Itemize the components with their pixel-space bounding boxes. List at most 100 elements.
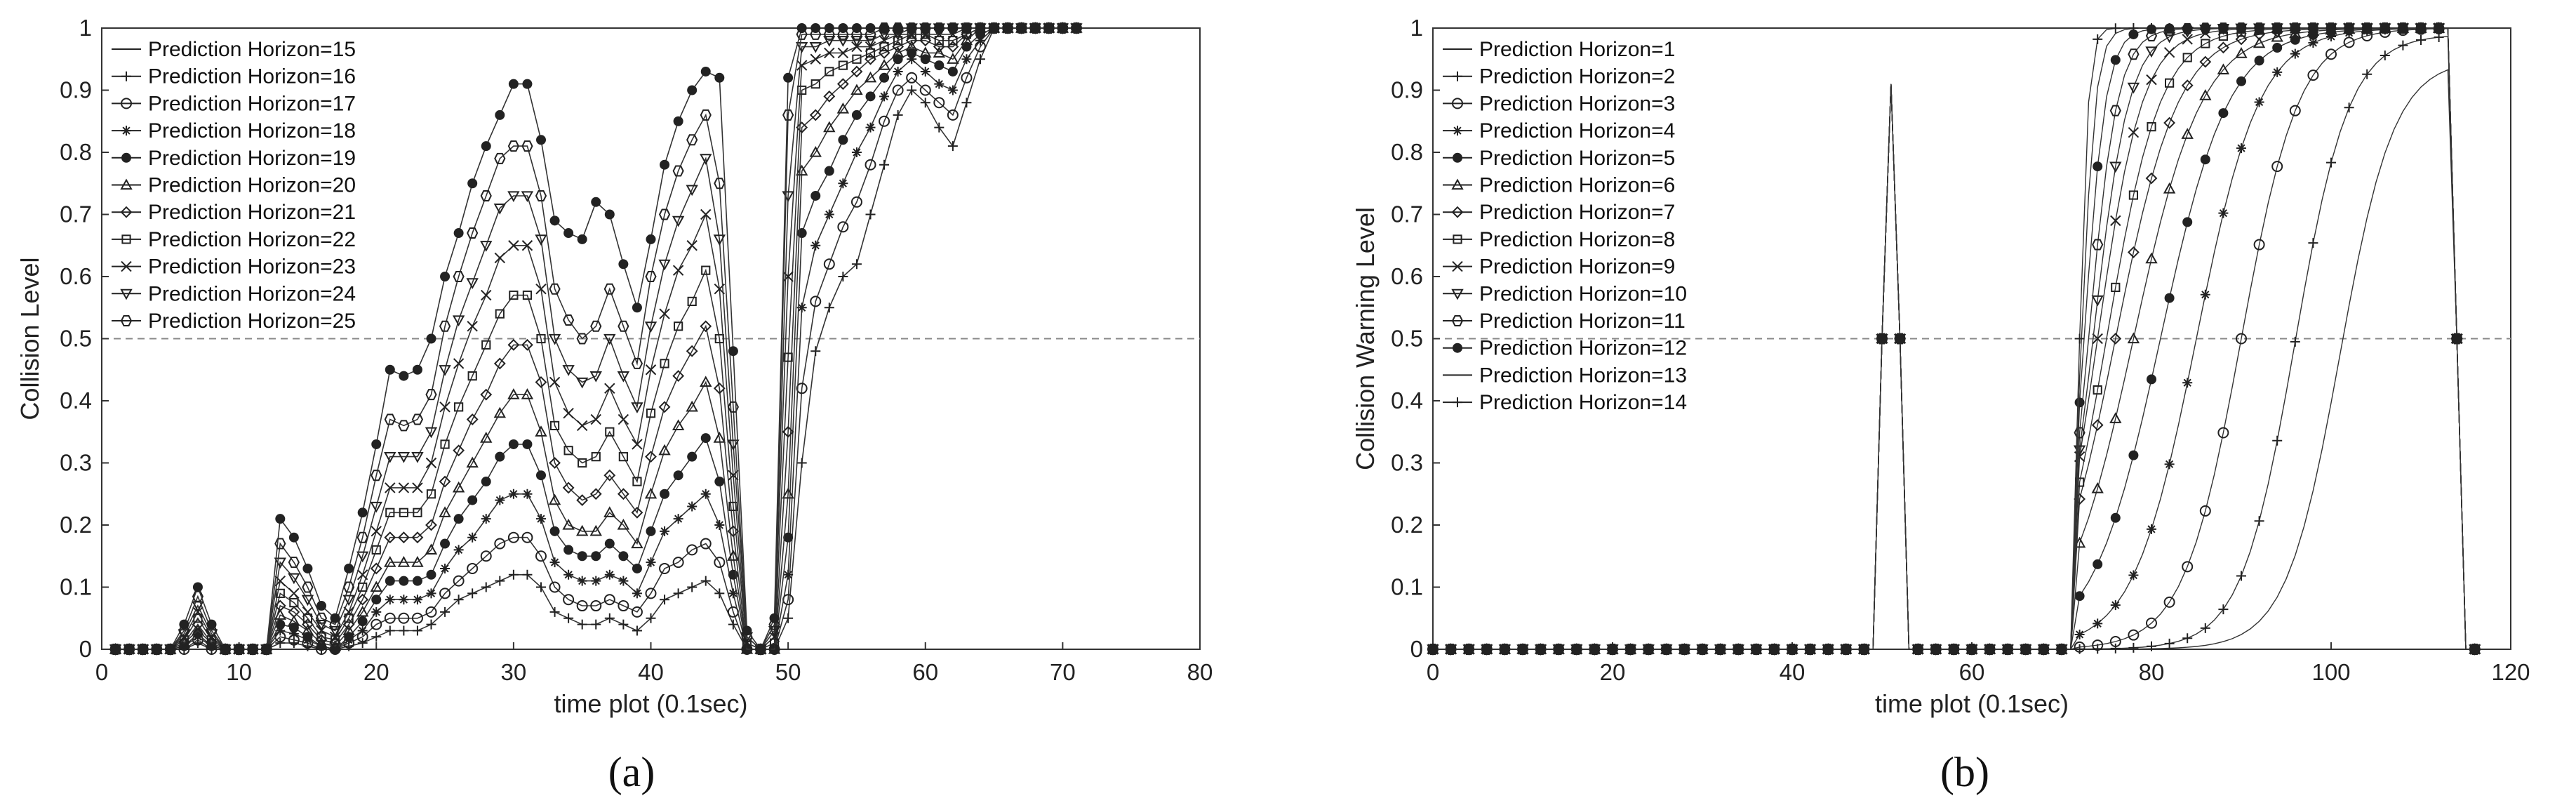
data-point xyxy=(2092,333,2103,345)
legend-entry: Prediction Horizon=24 xyxy=(148,282,356,305)
data-point xyxy=(481,477,491,487)
data-point xyxy=(920,23,930,33)
data-point xyxy=(672,165,684,177)
data-point xyxy=(727,401,739,413)
data-point xyxy=(2416,35,2426,46)
x-tick-label: 50 xyxy=(775,659,801,685)
data-point xyxy=(905,40,918,52)
data-point xyxy=(398,612,410,624)
data-point xyxy=(426,588,436,599)
data-point xyxy=(328,625,342,637)
y-tick-label: 0.5 xyxy=(1391,326,1423,352)
data-point xyxy=(879,23,890,33)
data-point xyxy=(508,569,519,580)
data-point xyxy=(631,402,643,413)
data-point xyxy=(2147,23,2156,34)
data-point xyxy=(1070,22,1083,34)
data-point xyxy=(413,507,422,517)
data-point xyxy=(864,36,877,47)
data-point xyxy=(907,85,917,95)
x-axis-label: time plot (0.1sec) xyxy=(1875,689,2069,718)
data-point xyxy=(577,234,587,244)
legend-marker xyxy=(1451,288,1464,300)
data-point xyxy=(2344,102,2354,113)
data-point xyxy=(590,413,601,425)
legend-entry: Prediction Horizon=18 xyxy=(148,119,356,142)
data-point xyxy=(481,582,491,592)
data-point xyxy=(975,35,985,46)
data-point xyxy=(591,452,601,462)
data-point xyxy=(577,619,587,630)
data-point xyxy=(646,234,656,244)
data-point xyxy=(466,456,479,468)
data-point xyxy=(850,36,863,47)
data-point xyxy=(2127,332,2140,344)
data-point xyxy=(576,600,588,612)
y-tick-label: 0.3 xyxy=(1391,450,1423,476)
data-point xyxy=(370,580,382,592)
x-axis-label: time plot (0.1sec) xyxy=(554,689,747,718)
data-point xyxy=(700,109,712,121)
data-point xyxy=(700,320,712,333)
data-point xyxy=(2128,190,2139,200)
data-point xyxy=(549,376,561,388)
data-point xyxy=(714,588,725,599)
legend-marker xyxy=(121,98,132,109)
data-point xyxy=(2093,559,2103,569)
data-point xyxy=(399,507,408,517)
data-point xyxy=(631,357,643,369)
data-point xyxy=(660,595,670,605)
y-tick-label: 0.1 xyxy=(60,574,92,600)
data-point xyxy=(2326,23,2336,33)
data-point xyxy=(673,470,683,481)
data-point xyxy=(2109,161,2122,173)
legend-entry: Prediction Horizon=9 xyxy=(1479,255,1675,279)
data-point xyxy=(700,433,711,444)
data-point xyxy=(893,23,903,33)
data-point xyxy=(1464,644,1474,654)
y-tick-label: 0.4 xyxy=(1391,387,1423,413)
data-point xyxy=(783,352,793,362)
data-point xyxy=(837,221,849,233)
data-point xyxy=(589,524,602,536)
data-point xyxy=(728,470,739,481)
data-point xyxy=(2182,34,2193,45)
data-point xyxy=(301,624,314,636)
data-point xyxy=(2452,333,2462,344)
legend-marker xyxy=(120,178,133,190)
x-tick-label: 20 xyxy=(363,659,389,685)
data-point xyxy=(521,240,533,251)
data-point xyxy=(397,556,411,567)
data-point xyxy=(947,85,958,95)
data-point xyxy=(865,209,876,220)
data-point xyxy=(2272,67,2283,77)
data-point xyxy=(756,644,766,654)
data-point xyxy=(947,23,958,33)
data-point xyxy=(1984,644,1995,654)
data-point xyxy=(2398,23,2408,33)
data-point xyxy=(920,66,930,77)
data-point xyxy=(687,451,698,462)
data-point xyxy=(371,606,382,617)
data-point xyxy=(467,562,479,574)
data-point xyxy=(2146,617,2157,629)
data-point xyxy=(494,152,506,164)
data-point xyxy=(412,576,422,586)
data-point xyxy=(549,420,560,430)
x-tick-label: 120 xyxy=(2491,659,2530,685)
data-point xyxy=(399,371,409,381)
data-point xyxy=(192,590,204,602)
data-point xyxy=(948,36,958,46)
data-point xyxy=(810,190,821,201)
data-point xyxy=(2128,570,2139,580)
data-point xyxy=(1071,23,1081,33)
data-point xyxy=(2272,23,2283,33)
data-point xyxy=(2003,644,2013,654)
data-point xyxy=(2289,105,2301,117)
data-point xyxy=(481,514,491,524)
data-point xyxy=(1930,644,1941,654)
data-point xyxy=(371,545,381,555)
data-point xyxy=(2057,644,2067,654)
data-point xyxy=(2200,289,2210,300)
data-point xyxy=(522,569,533,580)
